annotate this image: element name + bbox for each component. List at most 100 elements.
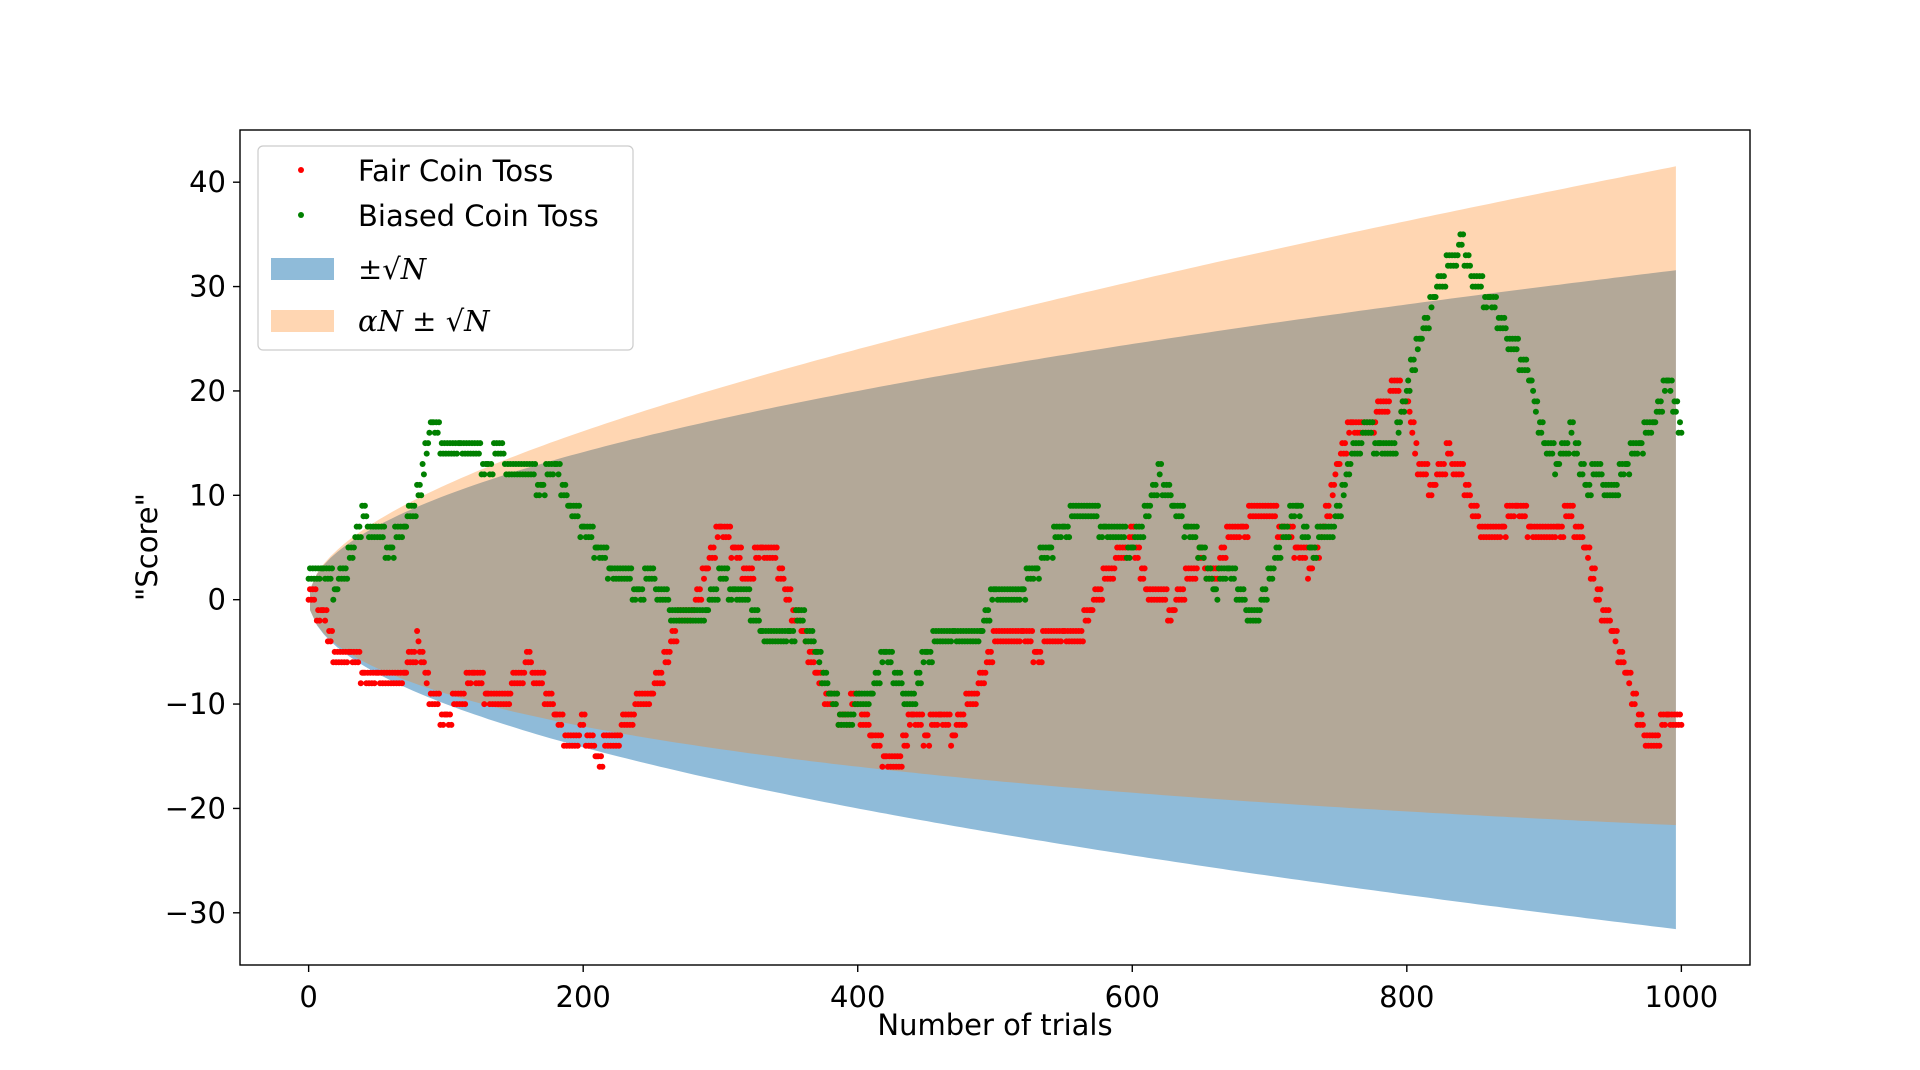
point bbox=[1145, 513, 1152, 520]
point bbox=[1178, 513, 1185, 520]
point bbox=[1368, 429, 1375, 436]
point bbox=[750, 575, 757, 582]
point bbox=[349, 554, 356, 561]
point bbox=[1163, 586, 1170, 593]
point bbox=[1578, 523, 1585, 530]
point bbox=[1560, 534, 1567, 541]
point bbox=[714, 534, 721, 541]
point bbox=[865, 701, 872, 708]
point bbox=[1167, 492, 1174, 499]
plot-frame bbox=[239, 129, 1751, 966]
point bbox=[1346, 429, 1353, 436]
point bbox=[651, 575, 658, 582]
point bbox=[1552, 471, 1559, 478]
point bbox=[576, 502, 583, 509]
point bbox=[477, 440, 484, 447]
point bbox=[773, 544, 780, 551]
point bbox=[1631, 701, 1638, 708]
point bbox=[1549, 450, 1556, 457]
point bbox=[1447, 450, 1454, 457]
point bbox=[1311, 544, 1318, 551]
point bbox=[412, 659, 419, 666]
point bbox=[897, 669, 904, 676]
point bbox=[989, 659, 996, 666]
point bbox=[1539, 419, 1546, 426]
point bbox=[1342, 481, 1348, 488]
point bbox=[1162, 596, 1169, 603]
point bbox=[906, 721, 913, 728]
point bbox=[1523, 502, 1530, 509]
point bbox=[589, 523, 596, 530]
x-tick-label: 1000 bbox=[1644, 980, 1718, 1014]
point bbox=[1524, 367, 1531, 374]
point bbox=[1612, 638, 1619, 645]
legend-label-sqrtn: ±√N bbox=[358, 252, 428, 286]
point bbox=[1193, 523, 1200, 530]
point bbox=[1483, 304, 1490, 311]
point bbox=[736, 554, 743, 561]
point bbox=[1329, 534, 1336, 541]
point bbox=[714, 596, 721, 603]
point bbox=[1619, 648, 1626, 655]
point bbox=[1027, 638, 1034, 645]
point bbox=[1336, 461, 1343, 467]
point bbox=[1156, 471, 1163, 478]
point bbox=[1605, 607, 1612, 614]
point bbox=[1122, 523, 1129, 530]
point bbox=[1656, 742, 1663, 749]
point bbox=[646, 701, 653, 708]
x-tick-label: 400 bbox=[830, 980, 885, 1014]
point bbox=[1273, 502, 1280, 509]
point bbox=[631, 711, 637, 718]
point bbox=[1313, 554, 1320, 561]
point bbox=[1134, 554, 1141, 561]
point bbox=[746, 586, 753, 593]
point bbox=[1395, 387, 1402, 394]
point bbox=[629, 721, 636, 728]
point bbox=[499, 440, 506, 447]
point bbox=[1406, 408, 1413, 415]
point bbox=[701, 617, 707, 624]
point bbox=[1453, 262, 1460, 269]
point bbox=[419, 461, 426, 467]
point bbox=[1564, 440, 1571, 447]
point bbox=[1167, 617, 1174, 624]
point bbox=[1034, 565, 1041, 572]
point bbox=[1079, 638, 1086, 645]
band-alphan bbox=[310, 166, 1676, 826]
point bbox=[972, 701, 979, 708]
point bbox=[1269, 575, 1276, 582]
point bbox=[666, 648, 673, 655]
point bbox=[1414, 346, 1421, 353]
point bbox=[1672, 408, 1679, 415]
point bbox=[1467, 262, 1473, 269]
point bbox=[379, 534, 386, 541]
point bbox=[639, 586, 646, 593]
point bbox=[1263, 596, 1270, 603]
point bbox=[415, 638, 422, 645]
point bbox=[1493, 294, 1499, 300]
point bbox=[1424, 461, 1431, 467]
point bbox=[1337, 513, 1344, 520]
point bbox=[1402, 398, 1409, 405]
point bbox=[1384, 408, 1391, 415]
point bbox=[1534, 398, 1541, 405]
x-tick-label: 200 bbox=[556, 980, 611, 1014]
point bbox=[1296, 513, 1303, 520]
legend-label-fair: Fair Coin Toss bbox=[358, 154, 553, 188]
point bbox=[1491, 304, 1498, 311]
point bbox=[1598, 471, 1605, 478]
point bbox=[581, 711, 588, 718]
point bbox=[519, 680, 526, 687]
point bbox=[864, 711, 871, 718]
point bbox=[1291, 513, 1298, 520]
point bbox=[919, 711, 926, 718]
point bbox=[934, 721, 941, 728]
point bbox=[791, 638, 798, 645]
point bbox=[1346, 471, 1353, 478]
point bbox=[790, 628, 797, 634]
point bbox=[1085, 617, 1092, 624]
point bbox=[436, 419, 442, 426]
point bbox=[850, 711, 857, 718]
point bbox=[416, 481, 423, 488]
